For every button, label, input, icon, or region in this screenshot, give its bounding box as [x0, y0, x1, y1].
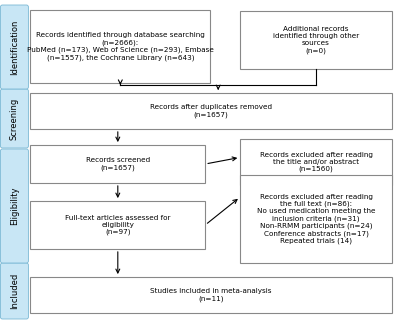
FancyBboxPatch shape — [0, 263, 28, 319]
FancyBboxPatch shape — [30, 277, 392, 313]
FancyBboxPatch shape — [240, 139, 392, 185]
Text: Included: Included — [10, 273, 19, 309]
Text: Screening: Screening — [10, 97, 19, 140]
FancyBboxPatch shape — [0, 5, 28, 89]
Text: Records screened
(n=1657): Records screened (n=1657) — [86, 157, 150, 171]
Text: Additional records
identified through other
sources
(n=0): Additional records identified through ot… — [273, 26, 359, 54]
FancyBboxPatch shape — [30, 201, 205, 249]
FancyBboxPatch shape — [30, 93, 392, 129]
Text: Full-text articles assessed for
eligibility
(n=97): Full-text articles assessed for eligibil… — [65, 215, 170, 235]
FancyBboxPatch shape — [30, 145, 205, 183]
FancyBboxPatch shape — [240, 175, 392, 263]
FancyBboxPatch shape — [240, 11, 392, 69]
Text: Records excluded after reading
the title and/or abstract
(n=1560): Records excluded after reading the title… — [260, 152, 372, 172]
Text: Eligibility: Eligibility — [10, 187, 19, 225]
Text: Studies included in meta-analysis
(n=11): Studies included in meta-analysis (n=11) — [150, 288, 272, 302]
FancyBboxPatch shape — [30, 10, 210, 83]
FancyBboxPatch shape — [0, 89, 28, 148]
FancyBboxPatch shape — [0, 149, 28, 263]
Text: Records identified through database searching
(n=2666):
PubMed (n=173), Web of S: Records identified through database sear… — [27, 32, 214, 61]
Text: Records excluded after reading
the full text (n=86):
No used medication meeting : Records excluded after reading the full … — [257, 194, 375, 244]
Text: Records after duplicates removed
(n=1657): Records after duplicates removed (n=1657… — [150, 104, 272, 118]
Text: Identification: Identification — [10, 19, 19, 75]
